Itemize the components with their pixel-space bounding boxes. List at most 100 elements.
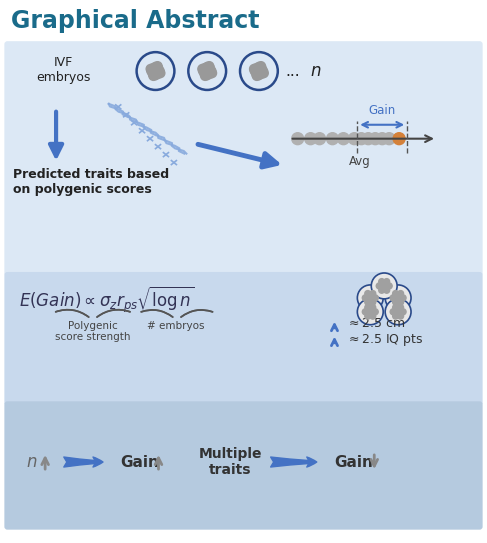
Circle shape: [254, 62, 263, 71]
Circle shape: [326, 132, 338, 144]
Circle shape: [379, 287, 385, 293]
Circle shape: [203, 71, 212, 80]
Text: # embryos: # embryos: [147, 321, 204, 331]
Circle shape: [365, 291, 371, 296]
Circle shape: [400, 309, 406, 315]
Circle shape: [397, 305, 404, 311]
Circle shape: [367, 295, 373, 301]
Circle shape: [383, 132, 395, 144]
Circle shape: [153, 62, 162, 71]
Circle shape: [369, 132, 381, 144]
Circle shape: [252, 72, 262, 80]
Text: $\approx$2.5 IQ pts: $\approx$2.5 IQ pts: [346, 332, 424, 348]
Circle shape: [200, 64, 209, 73]
Circle shape: [362, 309, 368, 315]
Circle shape: [200, 70, 209, 78]
Circle shape: [356, 132, 367, 144]
Text: Avg: Avg: [349, 155, 370, 168]
Circle shape: [292, 132, 304, 144]
Circle shape: [357, 285, 383, 311]
Circle shape: [393, 299, 399, 305]
Circle shape: [207, 67, 216, 75]
Circle shape: [393, 132, 405, 144]
Circle shape: [156, 68, 165, 78]
Circle shape: [372, 309, 378, 315]
Text: Gain: Gain: [121, 454, 160, 470]
Circle shape: [371, 273, 397, 299]
Circle shape: [254, 71, 263, 80]
Circle shape: [384, 287, 390, 293]
Circle shape: [393, 305, 399, 311]
Circle shape: [154, 70, 163, 78]
Circle shape: [207, 68, 217, 78]
Circle shape: [257, 70, 266, 78]
Circle shape: [146, 65, 155, 73]
Circle shape: [384, 279, 390, 285]
Text: Polygenic
score strength: Polygenic score strength: [55, 321, 131, 342]
Circle shape: [147, 67, 156, 75]
Text: Graphical Abstract: Graphical Abstract: [11, 9, 260, 33]
Circle shape: [149, 72, 158, 80]
Circle shape: [148, 64, 157, 73]
Text: Multiple
traits: Multiple traits: [198, 447, 262, 477]
Circle shape: [393, 313, 399, 319]
FancyBboxPatch shape: [4, 41, 483, 276]
Circle shape: [305, 132, 317, 144]
Text: IVF
embryos: IVF embryos: [36, 56, 90, 84]
Text: $\approx$2.5 cm: $\approx$2.5 cm: [346, 317, 406, 330]
Text: Gain: Gain: [369, 104, 396, 117]
Circle shape: [386, 283, 392, 289]
Circle shape: [259, 68, 268, 78]
Circle shape: [397, 313, 404, 319]
Circle shape: [155, 67, 164, 75]
Circle shape: [400, 295, 406, 301]
Circle shape: [249, 65, 259, 73]
Circle shape: [314, 132, 325, 144]
Circle shape: [376, 132, 388, 144]
Text: ...: ...: [286, 64, 300, 79]
Circle shape: [385, 299, 411, 325]
Circle shape: [148, 70, 157, 78]
Circle shape: [365, 313, 371, 319]
Circle shape: [367, 309, 373, 315]
Circle shape: [250, 67, 259, 75]
Circle shape: [365, 305, 371, 311]
Circle shape: [376, 283, 382, 289]
Circle shape: [370, 291, 376, 296]
Circle shape: [257, 62, 265, 71]
Circle shape: [372, 295, 378, 301]
Circle shape: [151, 71, 160, 80]
Circle shape: [370, 305, 376, 311]
Circle shape: [397, 299, 404, 305]
Circle shape: [362, 295, 368, 301]
Circle shape: [205, 62, 214, 71]
Circle shape: [395, 295, 401, 301]
Circle shape: [206, 70, 214, 78]
Circle shape: [348, 132, 360, 144]
Text: $\mathit{E}(\mathit{Gain}) \propto \sigma_z r_{ps} \sqrt{\log n}$: $\mathit{E}(\mathit{Gain}) \propto \sigm…: [19, 285, 194, 315]
Circle shape: [390, 295, 396, 301]
Text: $n$: $n$: [310, 62, 321, 80]
Circle shape: [201, 72, 209, 80]
Circle shape: [370, 299, 376, 305]
Circle shape: [154, 64, 163, 73]
Circle shape: [385, 285, 411, 311]
Circle shape: [252, 64, 261, 73]
Circle shape: [199, 67, 207, 75]
Circle shape: [151, 62, 160, 71]
Circle shape: [393, 291, 399, 296]
Circle shape: [206, 64, 214, 73]
Circle shape: [370, 313, 376, 319]
Text: $n$: $n$: [25, 453, 37, 471]
Circle shape: [395, 309, 401, 315]
Circle shape: [337, 132, 349, 144]
Circle shape: [357, 299, 383, 325]
Circle shape: [390, 309, 396, 315]
Circle shape: [198, 65, 207, 73]
Circle shape: [381, 283, 387, 289]
Circle shape: [257, 64, 266, 73]
FancyBboxPatch shape: [4, 272, 483, 405]
Circle shape: [252, 70, 261, 78]
Circle shape: [379, 279, 385, 285]
Circle shape: [397, 291, 404, 296]
